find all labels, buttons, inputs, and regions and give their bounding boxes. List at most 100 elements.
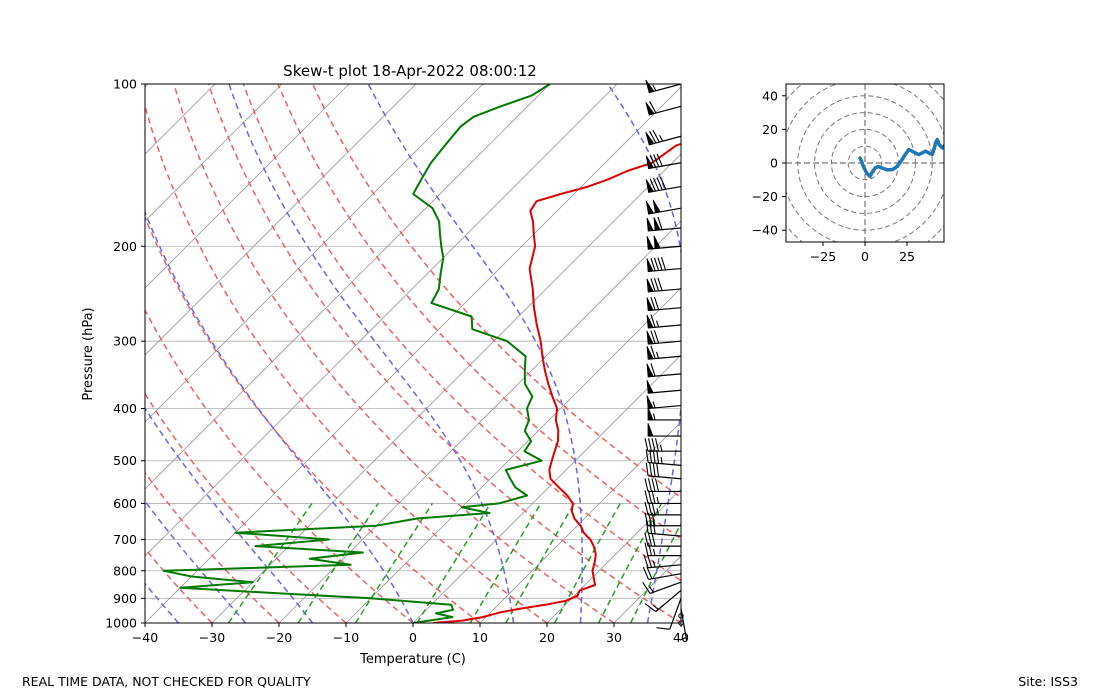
dry-adiabat-line [145,547,213,623]
mixing-ratio-line [354,502,434,623]
wind-barb [645,519,682,537]
barb-staff [680,608,688,642]
barb-staff [669,598,682,630]
barb-feather [656,450,660,464]
mixing-ratio-line [297,502,379,623]
barb-feather [646,566,653,580]
barb-pennant [653,235,661,249]
wind-barb [642,581,682,595]
wind-barb [644,589,682,613]
barb-feather [649,520,653,534]
skewt-background-lines [0,84,681,623]
hodograph-y-tick-label: −20 [752,189,778,204]
y-tick-label: 1000 [105,616,137,631]
barb-half-feather [652,604,659,610]
barb-staff [648,389,682,394]
wind-barb [645,462,682,480]
barb-pennant [645,179,655,193]
barb-pennant [646,395,654,409]
barb-feather [652,130,660,143]
dry-adiabat-line [277,84,681,540]
isotherm-line [345,287,681,623]
barb-pennant [646,278,654,293]
barb-half-feather [652,84,657,91]
barb-half-feather [656,351,660,359]
chart-title: Skew-t plot 18-Apr-2022 08:00:12 [283,62,537,80]
x-tick-label: −10 [333,630,359,645]
barb-feather [649,101,657,114]
x-axis-label: Temperature (C) [359,652,466,667]
wind-barbs [642,79,688,642]
hodograph-y-tick-label: 0 [770,156,778,171]
wind-barb [645,130,682,146]
y-tick-label: 900 [113,591,137,606]
x-tick-label: −20 [266,630,292,645]
barb-half-feather [652,560,656,568]
barb-half-feather [652,413,656,421]
barb-feather [653,278,660,292]
isotherm-line [479,421,681,623]
barb-staff [648,461,682,466]
wind-barb [646,257,682,273]
barb-staff [648,373,682,378]
barb-feather [650,278,656,292]
barb-staff [648,307,682,312]
y-axis-ticks: 100 200 300 400 500 600 700 800 900 1000 [105,77,145,631]
barb-pennant [646,363,654,378]
isotherm-grid [0,84,681,623]
barb-pennant [645,79,655,94]
y-tick-label: 800 [113,563,137,578]
x-axis-ticks: −40 −30 −20 −10 0 10 20 30 40 [132,623,689,645]
y-tick-label: 400 [113,401,137,416]
isotherm-line [0,84,81,623]
site-label: Site: ISS3 [1018,674,1078,689]
dry-adiabat-line [145,103,548,623]
hodograph-y-tick-label: 20 [762,122,778,137]
mixing-ratio-line [227,502,313,623]
wind-barb [646,395,682,410]
x-tick-label: −30 [199,630,225,645]
barb-feather [642,581,651,594]
hodograph-y-tick-label: 40 [762,88,778,103]
wind-barb [644,490,681,505]
wind-barb [647,406,681,421]
barb-feather [657,216,663,230]
barb-feather [650,363,656,377]
barb-pennant [646,297,654,311]
hodograph-ticks: −25 0 25 −40 −20 0 20 40 [752,88,915,264]
barb-staff [648,227,682,232]
barb-pennant [653,217,661,231]
barb-feather [660,257,667,271]
barb-feather [657,257,663,271]
barb-pennant [646,258,654,272]
hodograph-panel: −25 0 25 −40 −20 0 20 40 [752,83,945,264]
isotherm-line [412,354,681,623]
hodograph-line [858,137,944,179]
x-tick-label: 30 [606,630,622,645]
barb-feather [653,296,660,310]
dry-adiabat-line [242,84,681,582]
x-tick-label: 10 [472,630,488,645]
barb-feather [654,438,660,452]
x-tick-label: 40 [673,630,689,645]
barb-feather [653,330,660,344]
isotherm-line [145,84,551,490]
barb-feather [644,532,649,547]
barb-staff [648,573,682,580]
wind-barb [646,216,682,232]
barb-pennant [645,155,655,169]
isotherm-line [0,84,14,623]
barb-feather [647,438,653,452]
wind-barb [645,79,682,94]
barb-feather [654,478,660,492]
barb-half-feather [659,444,663,452]
barb-feather [656,463,660,477]
hodograph-x-tick-label: −25 [810,249,836,264]
hodograph-y-tick-label: −40 [752,223,778,238]
y-tick-label: 200 [113,239,137,254]
barb-feather [652,520,656,534]
wind-barb [646,345,682,360]
wind-barb [644,438,681,452]
barb-feather [656,153,663,167]
